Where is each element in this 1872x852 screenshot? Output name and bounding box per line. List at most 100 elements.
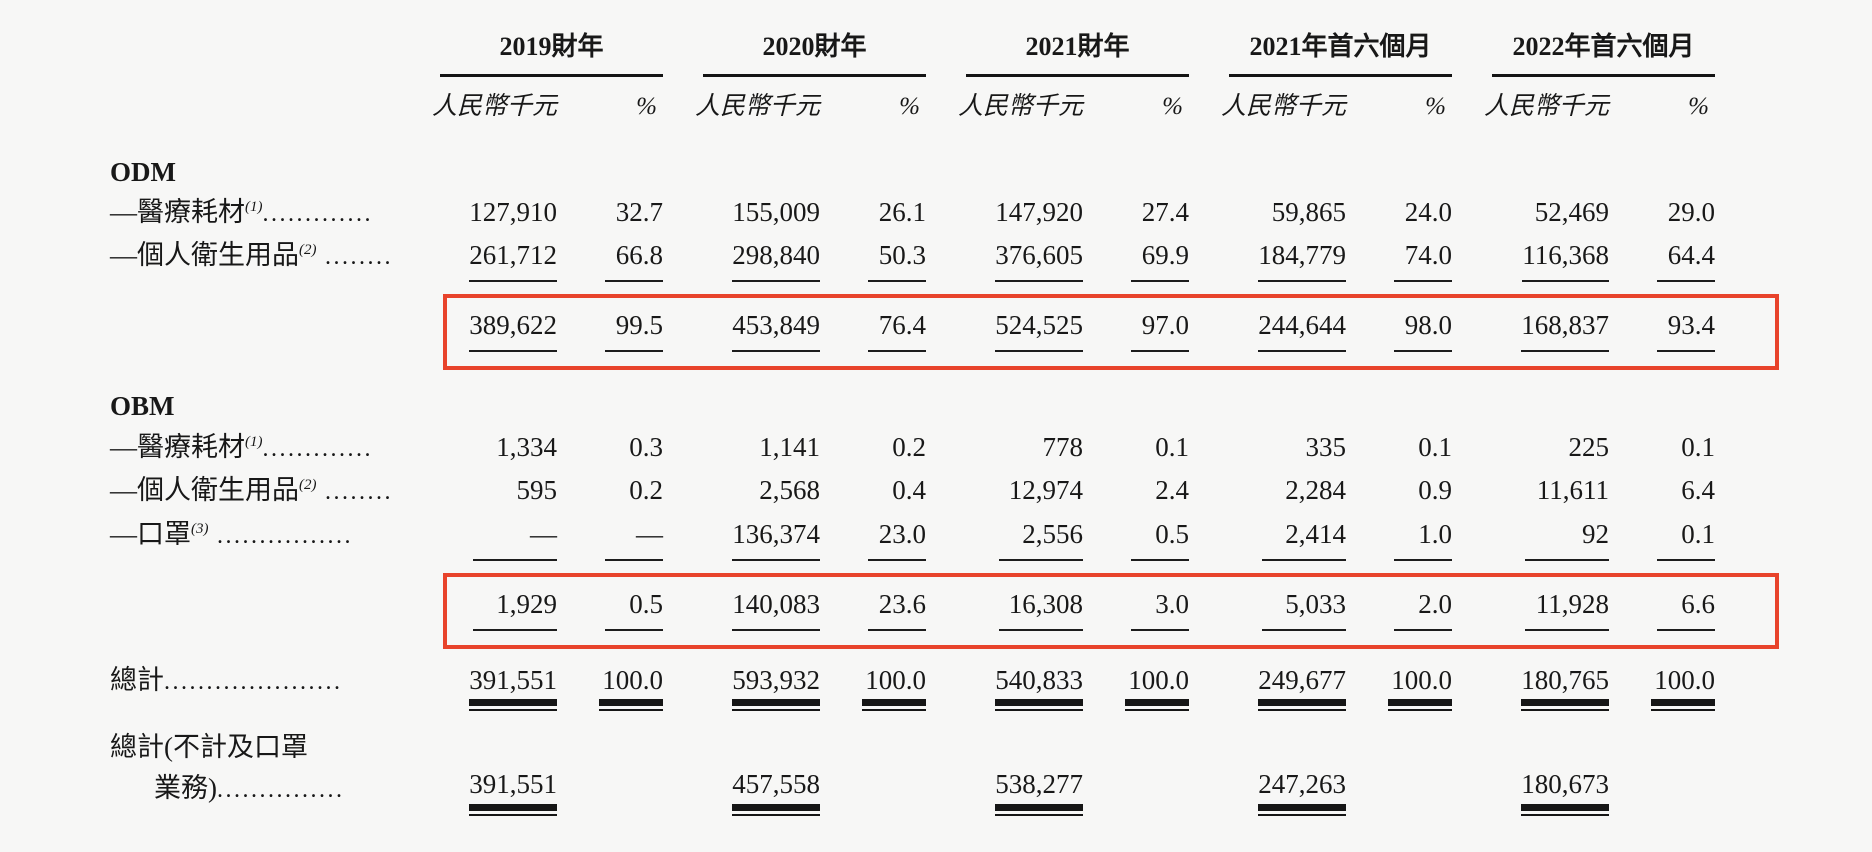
- cell-value: 100.0: [1125, 665, 1189, 711]
- percent-cell: 64.4: [1609, 240, 1715, 283]
- cell-value: 50.3: [868, 240, 926, 283]
- cell-value: 0.2: [629, 475, 663, 506]
- footnote-marker: (1): [245, 198, 263, 215]
- cell-value: 147,920: [995, 196, 1083, 227]
- percent-cell: 98.0: [1346, 310, 1452, 353]
- amount-cell: 11,611: [1452, 475, 1609, 506]
- percent-cell: 0.1: [1346, 432, 1452, 463]
- percent-cell: 24.0: [1346, 197, 1452, 228]
- cell-value: 66.8: [605, 240, 663, 283]
- cell-value: 0.1: [1155, 431, 1189, 462]
- subheader-percent: %: [1425, 93, 1446, 120]
- col-group-h1-2022: 2022年首六個月: [1452, 26, 1715, 77]
- percent-cell: 97.0: [1083, 310, 1189, 353]
- section-header-row: OBM: [110, 388, 1715, 425]
- row-label-line1: 總計(不計及口罩: [110, 731, 308, 762]
- dot-leader: .....................: [164, 668, 343, 695]
- cell-value: 52,469: [1534, 196, 1609, 227]
- amount-cell: 180,673: [1452, 769, 1609, 816]
- row-label-text: —醫療耗材: [110, 196, 245, 227]
- amount-cell: 778: [926, 432, 1084, 463]
- cell-value: 391,551: [469, 665, 557, 711]
- percent-cell: 93.4: [1609, 310, 1715, 353]
- cell-value: 1,334: [496, 431, 557, 462]
- cell-value: 595: [516, 475, 558, 506]
- amount-cell: 2,284: [1189, 475, 1346, 506]
- dot-leader: ........: [316, 244, 393, 271]
- cell-value: —: [605, 519, 663, 561]
- cell-value: 0.5: [605, 589, 663, 631]
- row-label: ODM: [110, 157, 400, 188]
- amount-cell: 168,837: [1452, 310, 1609, 353]
- percent-cell: 100.0: [1609, 665, 1715, 711]
- col-group-h1-2021: 2021年首六個月: [1189, 26, 1452, 77]
- amount-cell: 453,849: [663, 310, 820, 353]
- footnote-marker: (1): [245, 433, 263, 450]
- amount-cell: 184,779: [1189, 240, 1346, 283]
- row-label: —醫療耗材(1).............: [110, 197, 400, 229]
- amount-cell: 391,551: [400, 665, 557, 711]
- cell-value: 100.0: [1388, 665, 1452, 711]
- cell-value: 29.0: [1667, 196, 1715, 227]
- dot-leader: ...............: [217, 776, 345, 803]
- row-label: —口罩(3) ................: [110, 519, 400, 551]
- cell-value: 26.1: [878, 196, 926, 227]
- cell-value: 6.6: [1657, 589, 1715, 631]
- percent-cell: 6.4: [1609, 475, 1715, 506]
- amount-cell: 2,568: [663, 475, 820, 506]
- cell-value: 127,910: [469, 196, 557, 227]
- cell-value: 23.0: [868, 519, 926, 561]
- cell-value: 0.1: [1681, 431, 1715, 462]
- percent-cell: 100.0: [1083, 665, 1189, 711]
- cell-value: 335: [1305, 431, 1347, 462]
- cell-value: 1,141: [759, 431, 820, 462]
- subheader-percent: %: [1688, 93, 1709, 120]
- cell-value: 389,622: [469, 310, 557, 353]
- cell-value: 2,556: [999, 519, 1083, 561]
- amount-cell: 155,009: [663, 197, 820, 228]
- col-group-fy2019: 2019財年: [400, 26, 663, 77]
- cell-value: 100.0: [1651, 665, 1715, 711]
- cell-value: 2.0: [1394, 589, 1452, 631]
- amount-cell: 147,920: [926, 197, 1083, 228]
- percent-cell: 0.1: [1083, 432, 1189, 463]
- amount-cell: 457,558: [663, 769, 820, 816]
- subheader-amount: 人民幣千元: [694, 93, 820, 120]
- cell-value: 116,368: [1522, 240, 1609, 283]
- cell-value: 249,677: [1258, 665, 1346, 711]
- table-row: 389,622 99.5 453,849 76.4 524,525 97.0 244,644…: [110, 294, 1779, 371]
- cell-value: 100.0: [862, 665, 926, 711]
- percent-cell: 26.1: [820, 197, 926, 228]
- percent-cell: 2.0: [1346, 589, 1452, 631]
- cell-value: 99.5: [605, 310, 663, 353]
- cell-value: 593,932: [732, 665, 820, 711]
- subheader-amount: 人民幣千元: [1220, 93, 1346, 120]
- amount-cell: 16,308: [926, 589, 1083, 631]
- cell-value: 93.4: [1657, 310, 1715, 353]
- cell-value: 0.3: [629, 431, 663, 462]
- amount-cell: —: [400, 519, 557, 561]
- cell-value: 261,712: [469, 240, 557, 283]
- percent-cell: 2.4: [1083, 475, 1189, 506]
- amount-cell: 389,622: [400, 310, 557, 353]
- row-label-text: OBM: [110, 391, 175, 422]
- amount-cell: 52,469: [1452, 197, 1609, 228]
- table-row: —個人衛生用品(2) ........ 261,712 66.8 298,840 50.…: [110, 234, 1715, 288]
- cell-value: 11,928: [1525, 589, 1609, 631]
- cell-value: 180,765: [1521, 665, 1609, 711]
- cell-value: 457,558: [732, 769, 820, 816]
- table-row: 總計(不計及口罩 業務)............... 391,551 457,558…: [110, 730, 1715, 835]
- table-row: —醫療耗材(1)............. 127,910 32.7 155,009 2…: [110, 191, 1715, 235]
- dot-leader: ........: [316, 479, 393, 506]
- subheader-percent: %: [1162, 93, 1183, 120]
- percent-cell: 3.0: [1083, 589, 1189, 631]
- cell-value: 540,833: [995, 665, 1083, 711]
- cell-value: 2,414: [1262, 519, 1346, 561]
- row-label: —醫療耗材(1).............: [110, 432, 400, 464]
- row-label-text: —個人衛生用品: [110, 240, 299, 271]
- amount-cell: 298,840: [663, 240, 820, 283]
- percent-cell: 66.8: [557, 240, 663, 283]
- percent-cell: 0.5: [557, 589, 663, 631]
- amount-cell: 116,368: [1452, 240, 1609, 283]
- percent-cell: 23.0: [820, 519, 926, 561]
